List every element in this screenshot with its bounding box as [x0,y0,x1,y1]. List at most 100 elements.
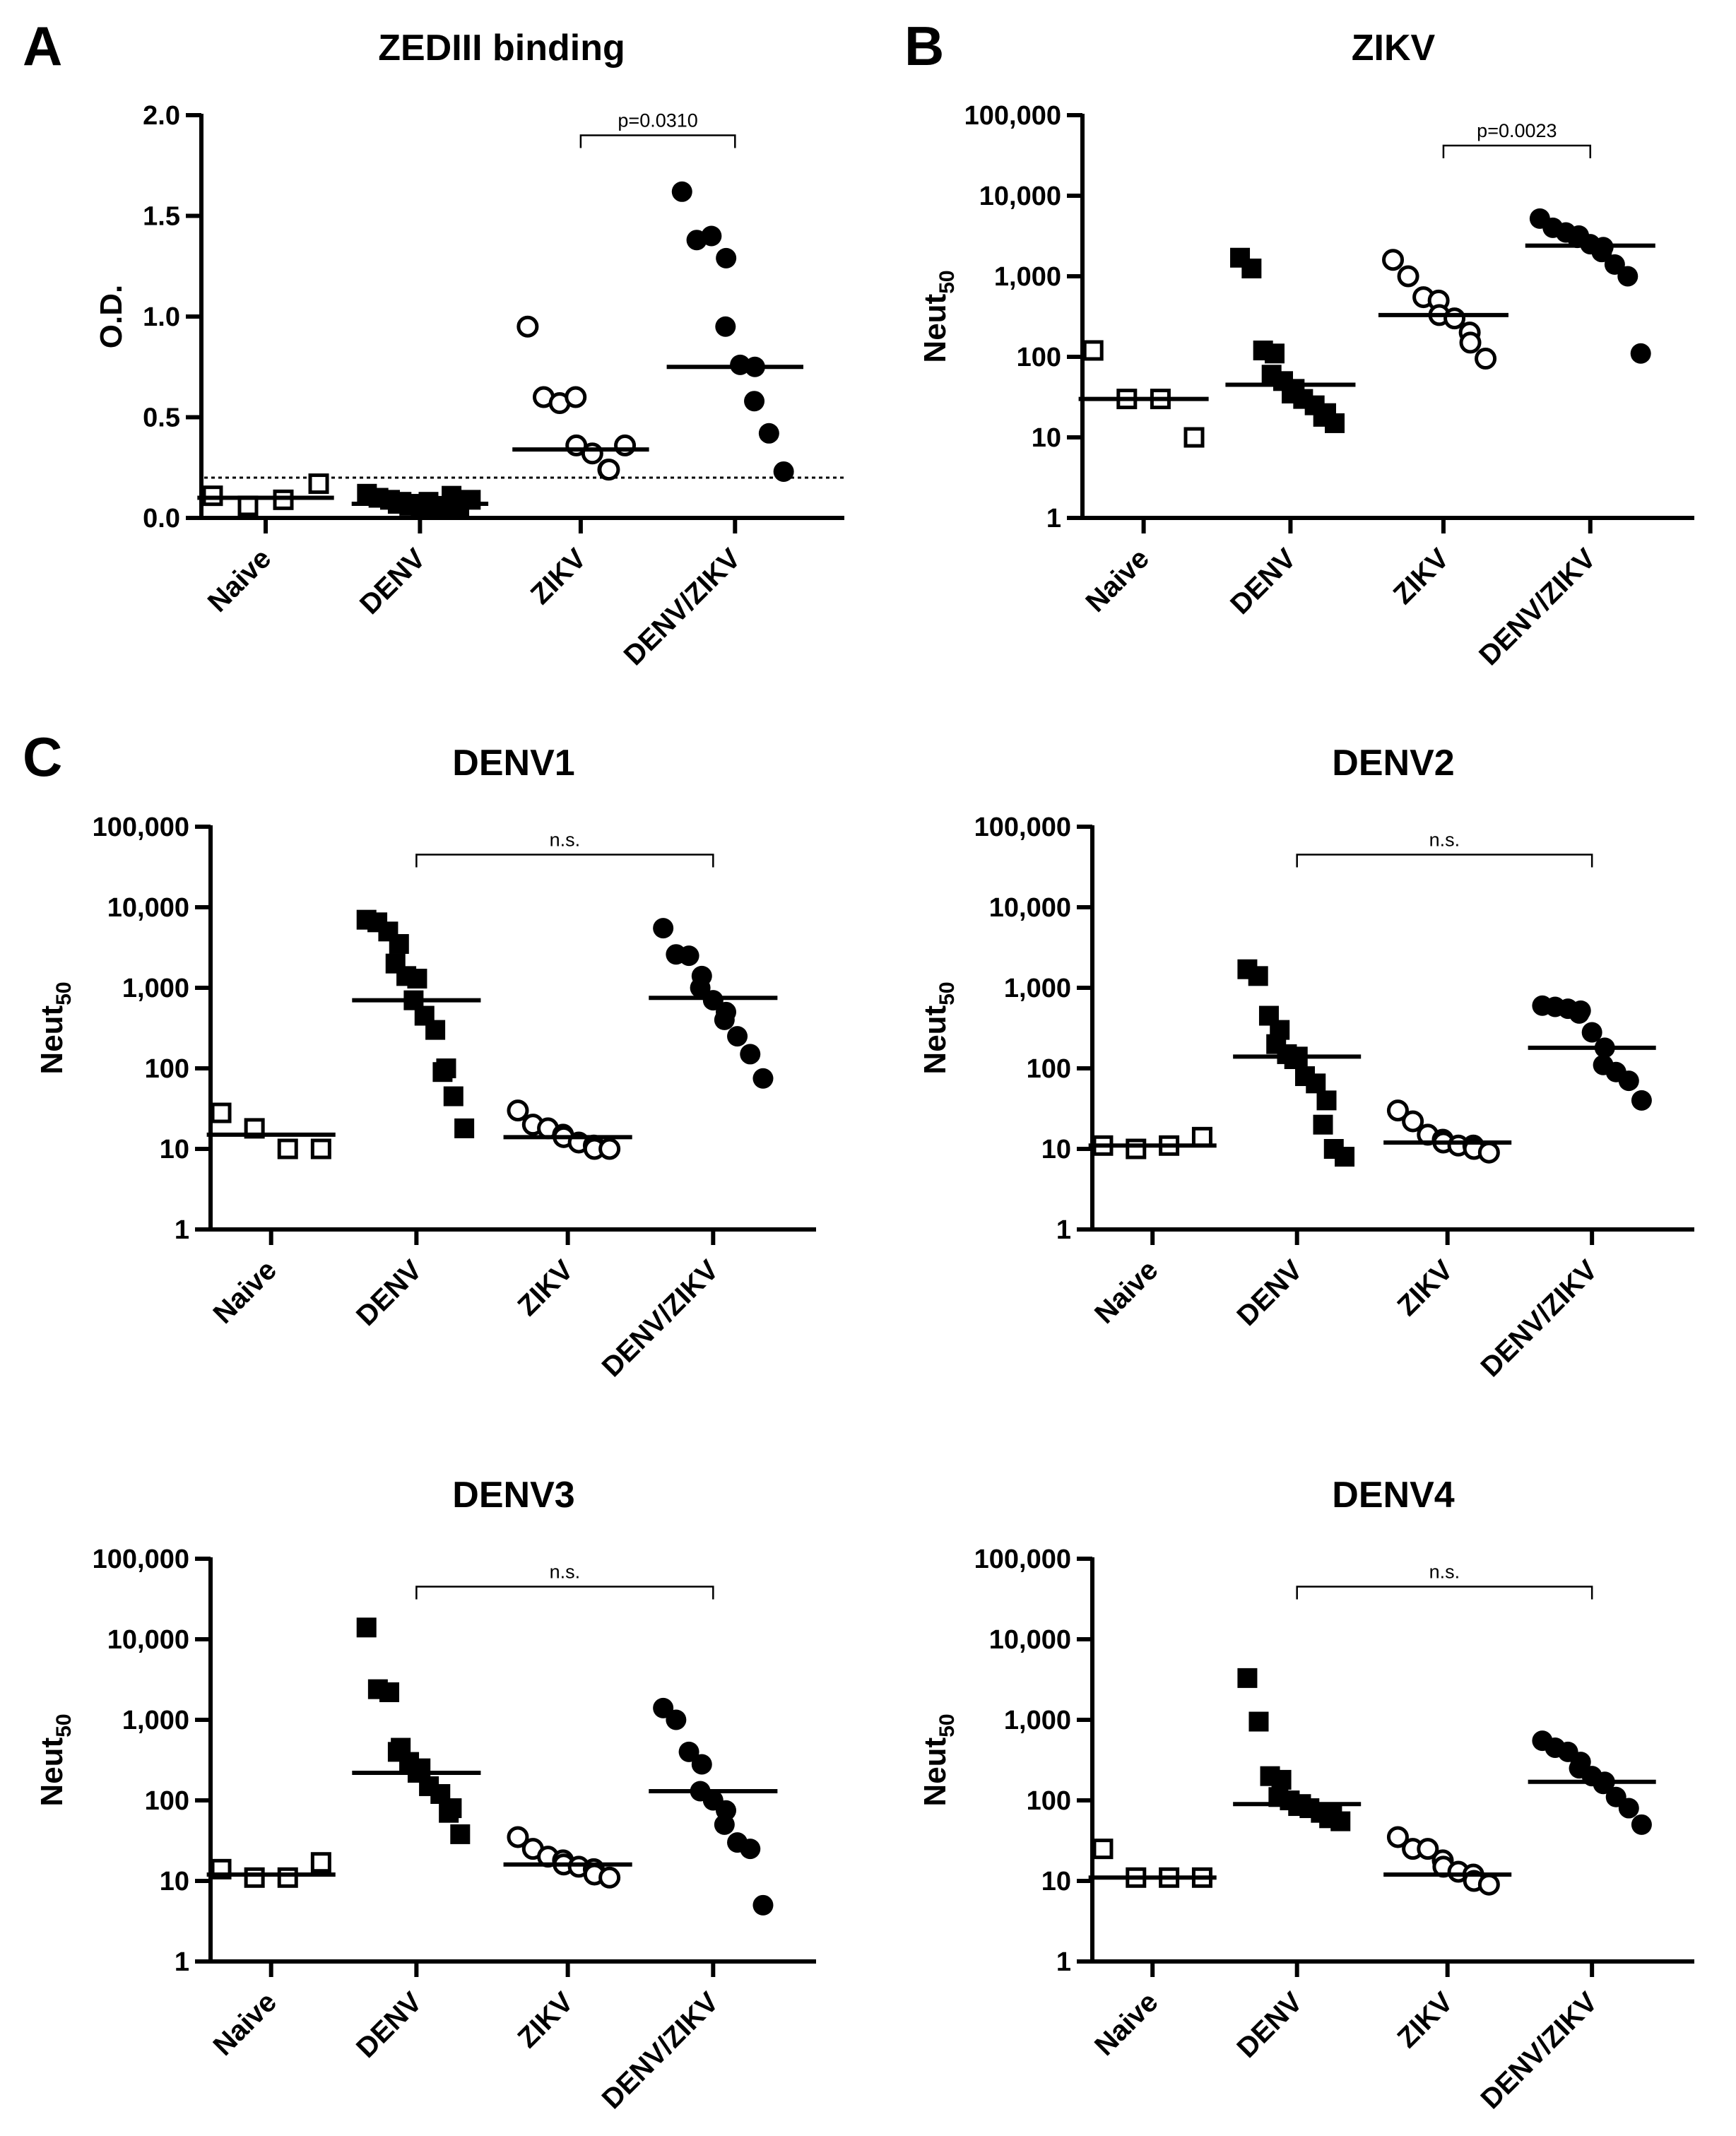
y-tick-label: 1,000 [1004,1706,1071,1735]
y-tick-label: 1,000 [122,1706,189,1735]
data-point-denv-zikv [752,1068,774,1089]
data-point-denv-zikv [701,225,722,247]
y-tick-label: 10 [1032,423,1061,453]
data-point-denv-zikv [714,1009,735,1030]
y-tick-label: 1,000 [994,262,1061,292]
data-point-naive [211,1102,232,1123]
y-axis-label-subscript: 50 [52,981,76,1005]
data-point-zikv [507,1826,529,1848]
chart-a: ZEDIII binding O.D. 0.0 0.5 1.0 1.5 2.0 Naive DE… [94,28,844,671]
data-point-denv-zikv [740,1044,761,1065]
x-tick-label: DENV/ZIKV [618,543,747,671]
x-tick-label: DENV [354,543,432,620]
data-point-naive [277,1867,298,1888]
data-point-naive [308,473,329,495]
data-point-denv-zikv [666,1709,687,1730]
data-point-denv-zikv [1631,1814,1652,1835]
data-point-zikv [1477,1873,1500,1896]
data-point-denv [1335,1147,1355,1167]
data-point-zikv [1397,265,1419,288]
chart-c3: DENV3 Neut50 1 10 100 1,000 10,000 100,000 Naive… [35,1475,816,2115]
y-tick-label: 1 [1056,1215,1071,1245]
data-point-denv-zikv [1617,266,1638,287]
y-tick-label: 100,000 [964,101,1061,131]
y-tick-label: 100 [145,1786,189,1816]
data-point-zikv [565,386,587,408]
data-point-naive [1191,1126,1212,1147]
y-tick-label: 100,000 [93,813,189,842]
x-tick-label: DENV/ZIKV [1475,1986,1604,2115]
panel-letter-a: A [23,15,62,77]
data-point-denv-zikv [678,945,699,967]
significance-bracket [415,854,714,868]
significance-label: n.s. [550,830,581,851]
data-point-denv [1284,1049,1304,1070]
data-point-denv-zikv [740,1839,761,1860]
data-point-denv-zikv [678,1741,699,1762]
data-point-naive [244,1867,265,1888]
data-point-zikv [516,315,539,338]
data-point-naive [1092,1839,1114,1860]
y-axis-label: Neut50 [918,270,959,362]
data-point-denv [1313,1114,1333,1135]
significance-label: n.s. [550,1562,581,1583]
y-tick-label: 1.0 [143,302,180,332]
y-axis-label-subscript: 50 [935,1713,959,1737]
x-tick-label: Naive [202,543,278,618]
x-tick-label: DENV/ZIKV [596,1986,725,2115]
data-point-denv [443,1086,463,1107]
y-axis-label-text: Neut [918,1005,952,1074]
data-point-denv [1241,258,1262,278]
data-point-naive [277,1138,298,1160]
chart-title: DENV4 [1332,1475,1454,1516]
data-point-zikv [581,442,603,465]
data-point-denv-zikv [715,316,736,337]
data-point-denv [1248,966,1268,986]
significance-bracket [1296,854,1593,868]
chart-c2: DENV2 Neut50 1 10 100 1,000 10,000 100,000 Naive… [918,743,1694,1383]
data-point-zikv [1477,1141,1500,1164]
y-axis-label-subscript: 50 [935,270,959,293]
y-tick-label: 2.0 [143,101,180,131]
y-tick-label: 10 [160,1867,189,1896]
x-tick-label: ZIKV [1391,1986,1459,2054]
x-tick-label: DENV/ZIKV [596,1254,725,1383]
data-point-zikv [1443,307,1466,330]
y-tick-label: 10,000 [107,1625,189,1655]
y-tick-label: 10,000 [989,1625,1071,1655]
y-axis-label-text: Neut [918,293,952,362]
y-tick-label: 100 [1027,1054,1071,1084]
significance-bracket [579,134,736,148]
x-tick-label: ZIKV [512,1986,579,2054]
data-point-zikv [1475,348,1497,370]
data-point-denv [461,490,481,510]
y-tick-label: 10 [160,1135,189,1164]
data-point-denv-zikv [752,1894,774,1916]
y-tick-label: 10,000 [989,893,1071,923]
chart-c4: DENV4 Neut50 1 10 100 1,000 10,000 100,000 Naive… [918,1475,1694,2115]
data-point-denv-zikv [1581,1022,1602,1043]
data-point-denv-zikv [1604,254,1625,275]
y-tick-label: 100 [145,1054,189,1084]
x-tick-label: DENV [1224,543,1302,620]
data-point-denv-zikv [671,181,692,202]
data-point-denv-zikv [691,1754,712,1775]
chart-title: ZEDIII binding [378,28,625,69]
x-tick-label: Naive [1089,1986,1164,2062]
chart-title: DENV1 [452,743,574,784]
significance-label: p=0.0023 [1477,120,1557,141]
data-point-zikv [598,1866,621,1889]
y-tick-label: 1,000 [122,974,189,1003]
data-point-denv [1330,1811,1351,1831]
data-point-denv-zikv [690,977,711,998]
data-point-denv [1264,343,1285,364]
data-point-denv-zikv [653,918,674,939]
data-point-denv [425,1020,446,1040]
x-tick-label: DENV [1231,1986,1309,2064]
y-tick-label: 0.0 [143,504,180,533]
data-point-naive [310,1138,331,1160]
y-axis-label-text: Neut [35,1005,69,1074]
x-tick-label: Naive [207,1254,283,1330]
data-point-denv [450,1824,471,1844]
